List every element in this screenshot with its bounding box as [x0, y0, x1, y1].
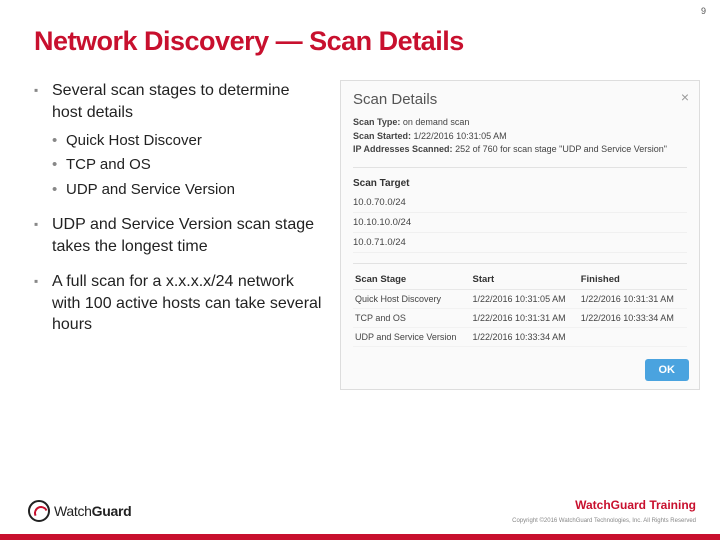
bullet-item: A full scan for a x.x.x.x/24 network wit… [34, 271, 324, 336]
sub-bullet-item: UDP and Service Version [52, 180, 324, 200]
text-column: Several scan stages to determine host de… [34, 80, 324, 390]
meta-label: Scan Started: [353, 131, 411, 141]
meta-label: Scan Type: [353, 117, 400, 127]
bullet-item: Several scan stages to determine host de… [34, 80, 324, 200]
page-number: 9 [701, 6, 706, 16]
panel-column: Scan Details × Scan Type: on demand scan… [340, 80, 700, 390]
meta-value: 1/22/2016 10:31:05 AM [414, 131, 507, 141]
accent-bar [0, 534, 720, 540]
meta-value: 252 of 760 for scan stage "UDP and Servi… [455, 144, 667, 154]
scan-targets-list: 10.0.70.0/24 10.10.10.0/24 10.0.71.0/24 [353, 193, 687, 253]
col-stage: Scan Stage [353, 270, 471, 290]
close-icon[interactable]: × [681, 89, 689, 105]
logo-text: WatchGuard [54, 503, 131, 519]
col-finished: Finished [579, 270, 687, 290]
cell-end [579, 327, 687, 346]
table-header-row: Scan Stage Start Finished [353, 270, 687, 290]
training-label: WatchGuard Training [575, 498, 696, 512]
table-row: TCP and OS 1/22/2016 10:31:31 AM 1/22/20… [353, 308, 687, 327]
meta-ip-scanned: IP Addresses Scanned: 252 of 760 for sca… [353, 143, 687, 157]
meta-scan-started: Scan Started: 1/22/2016 10:31:05 AM [353, 130, 687, 144]
sub-bullet-item: TCP and OS [52, 155, 324, 175]
bullet-text: Several scan stages to determine host de… [52, 82, 289, 121]
divider [353, 263, 687, 264]
table-row: UDP and Service Version 1/22/2016 10:33:… [353, 327, 687, 346]
scan-target-row: 10.0.70.0/24 [353, 193, 687, 213]
scan-target-header: Scan Target [353, 174, 687, 193]
logo-text-1: Watch [54, 503, 92, 519]
col-start: Start [471, 270, 579, 290]
title-dash: — [276, 26, 303, 56]
meta-scan-type: Scan Type: on demand scan [353, 116, 687, 130]
ok-button[interactable]: OK [645, 359, 690, 381]
copyright-text: Copyright ©2016 WatchGuard Technologies,… [512, 518, 696, 524]
scan-details-panel: Scan Details × Scan Type: on demand scan… [340, 80, 700, 390]
watchguard-logo: WatchGuard [28, 500, 131, 522]
table-row: Quick Host Discovery 1/22/2016 10:31:05 … [353, 289, 687, 308]
title-suffix: Scan Details [309, 26, 464, 56]
scan-target-row: 10.10.10.0/24 [353, 213, 687, 233]
logo-icon [28, 500, 50, 522]
meta-label: IP Addresses Scanned: [353, 144, 453, 154]
logo-text-2: Guard [92, 503, 132, 519]
cell-end: 1/22/2016 10:31:31 AM [579, 289, 687, 308]
cell-start: 1/22/2016 10:33:34 AM [471, 327, 579, 346]
title-prefix: Network Discovery [34, 26, 269, 56]
cell-stage: UDP and Service Version [353, 327, 471, 346]
divider [353, 167, 687, 168]
slide: 9 Network Discovery — Scan Details Sever… [0, 0, 720, 540]
scan-stages-table: Scan Stage Start Finished Quick Host Dis… [353, 270, 687, 347]
content-row: Several scan stages to determine host de… [34, 80, 700, 390]
cell-start: 1/22/2016 10:31:31 AM [471, 308, 579, 327]
bullet-list: Several scan stages to determine host de… [34, 80, 324, 336]
slide-title: Network Discovery — Scan Details [34, 26, 464, 57]
cell-end: 1/22/2016 10:33:34 AM [579, 308, 687, 327]
scan-target-row: 10.0.71.0/24 [353, 233, 687, 253]
cell-stage: TCP and OS [353, 308, 471, 327]
sub-bullet-item: Quick Host Discover [52, 131, 324, 151]
cell-stage: Quick Host Discovery [353, 289, 471, 308]
panel-title: Scan Details [353, 91, 687, 108]
meta-value: on demand scan [403, 117, 470, 127]
bullet-item: UDP and Service Version scan stage takes… [34, 214, 324, 257]
cell-start: 1/22/2016 10:31:05 AM [471, 289, 579, 308]
sub-bullet-list: Quick Host Discover TCP and OS UDP and S… [52, 131, 324, 200]
